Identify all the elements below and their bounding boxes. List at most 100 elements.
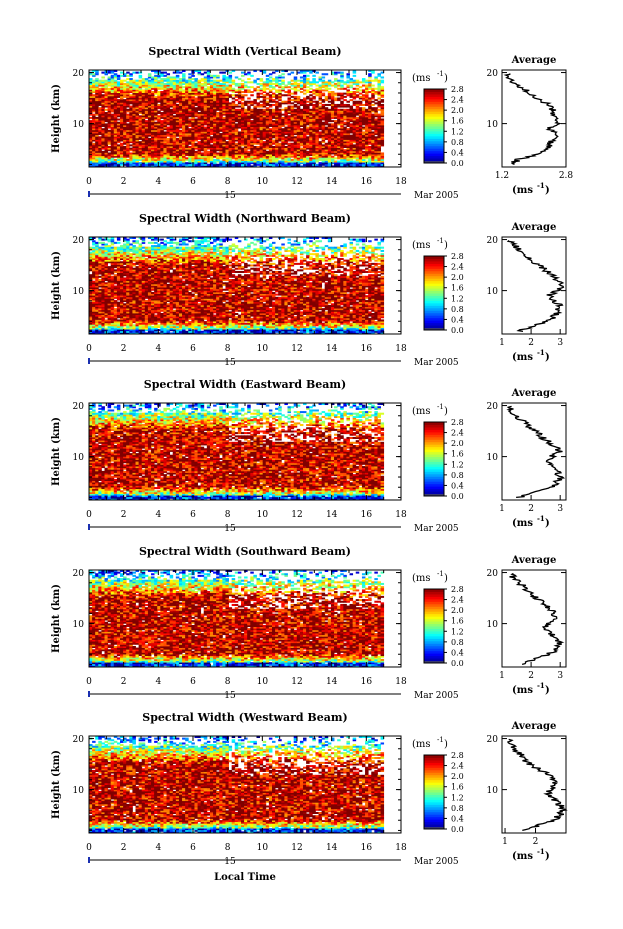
heatmap-cell [104, 129, 109, 132]
heatmap-cell [253, 124, 257, 127]
heatmap-cell [275, 112, 279, 115]
heatmap-cell [253, 149, 257, 152]
heatmap-cell [95, 163, 99, 166]
heatmap-cell [231, 112, 236, 115]
heatmap-cell [154, 147, 158, 150]
heatmap-cell [194, 108, 198, 111]
heatmap-cell [178, 134, 183, 137]
heatmap-cell [129, 133, 133, 136]
heatmap-cell [154, 97, 158, 100]
heatmap-cell [293, 147, 298, 150]
heatmap-cell [240, 105, 245, 108]
heatmap-cell [244, 120, 248, 123]
heatmap-cell [287, 134, 292, 137]
colorbar-tick-label: 2.0 [451, 106, 464, 115]
heatmap-cell [374, 76, 378, 79]
heatmap-cell [306, 74, 310, 77]
heatmap-cell [110, 124, 115, 127]
heatmap-cell [141, 78, 146, 81]
heatmap-cell [278, 108, 282, 111]
heatmap-cell [240, 94, 245, 97]
heatmap-cell [175, 150, 180, 153]
heatmap-cell [141, 103, 146, 106]
heatmap-cell [89, 141, 93, 144]
heatmap-cell [138, 97, 143, 100]
heatmap-cell [89, 78, 93, 81]
heatmap-cell [144, 120, 149, 123]
heatmap-cell [147, 137, 152, 140]
heatmap-cell [89, 82, 93, 85]
heatmap-cell [157, 82, 161, 85]
heatmap-cell [222, 110, 226, 113]
heatmap-cell [120, 116, 124, 119]
heatmap-cell [262, 103, 267, 106]
heatmap-cell [278, 152, 282, 155]
heatmap-cell [178, 165, 183, 168]
heatmap-cell [293, 128, 298, 131]
heatmap-cell [172, 142, 177, 145]
heatmap-cell [219, 84, 223, 87]
heatmap-cell [113, 141, 118, 144]
heatmap-cell [361, 84, 366, 87]
heatmap-cell [275, 128, 279, 131]
heatmap-cell [206, 108, 211, 111]
heatmap-cell [206, 118, 211, 121]
heatmap-cell [172, 131, 177, 134]
heatmap-cell [120, 118, 124, 121]
heatmap-cell [216, 149, 220, 152]
heatmap-cell [219, 100, 223, 103]
heatmap-cell [92, 136, 96, 139]
heatmap-cell [244, 150, 248, 153]
heatmap-cell [126, 124, 130, 127]
heatmap-cell [293, 160, 298, 163]
heatmap-cell [92, 128, 96, 131]
heatmap-cell [151, 154, 155, 157]
heatmap-cell [275, 126, 279, 129]
heatmap-cell [262, 82, 267, 85]
heatmap-cell [178, 78, 183, 81]
heatmap-cell [98, 158, 102, 161]
heatmap-cell [213, 118, 217, 121]
heatmap-cell [129, 144, 133, 147]
heatmap-cell [182, 152, 186, 155]
heatmap-cell [144, 155, 149, 158]
heatmap-cell [169, 141, 174, 144]
heatmap-cell [178, 91, 183, 94]
heatmap-cell [110, 128, 115, 131]
heatmap-cell [160, 155, 164, 158]
heatmap-cell [287, 129, 292, 132]
heatmap-cell [188, 137, 192, 140]
heatmap-cell [163, 107, 167, 110]
heatmap-cell [175, 107, 180, 110]
heatmap-cell [101, 71, 105, 74]
heatmap-cell [172, 115, 177, 118]
heatmap-cell [113, 87, 118, 90]
heatmap-cell [250, 116, 254, 119]
heatmap-cell [206, 137, 211, 140]
heatmap-cell [244, 162, 248, 165]
heatmap-cell [95, 110, 99, 113]
heatmap-cell [113, 91, 118, 94]
heatmap-cell [89, 107, 93, 110]
heatmap-cell [287, 118, 292, 121]
heatmap-cell [346, 73, 350, 76]
heatmap-cell [160, 92, 164, 95]
heatmap-cell [188, 76, 192, 79]
heatmap-cell [144, 154, 149, 157]
heatmap-cell [154, 144, 158, 147]
heatmap-cell [178, 141, 183, 144]
heatmap-cell [275, 145, 279, 148]
heatmap-cell [272, 92, 276, 95]
heatmap-cell [120, 147, 124, 150]
heatmap-cell [250, 128, 254, 131]
heatmap-cell [104, 147, 109, 150]
heatmap-cell [95, 89, 99, 92]
heatmap-cell [272, 162, 276, 165]
heatmap-cell [275, 137, 279, 140]
heatmap-cell [89, 97, 93, 100]
heatmap-cell [209, 95, 214, 98]
heatmap-cell [123, 112, 127, 115]
heatmap-cell [154, 102, 158, 105]
heatmap-cell [216, 81, 220, 84]
heatmap-cell [290, 165, 295, 168]
